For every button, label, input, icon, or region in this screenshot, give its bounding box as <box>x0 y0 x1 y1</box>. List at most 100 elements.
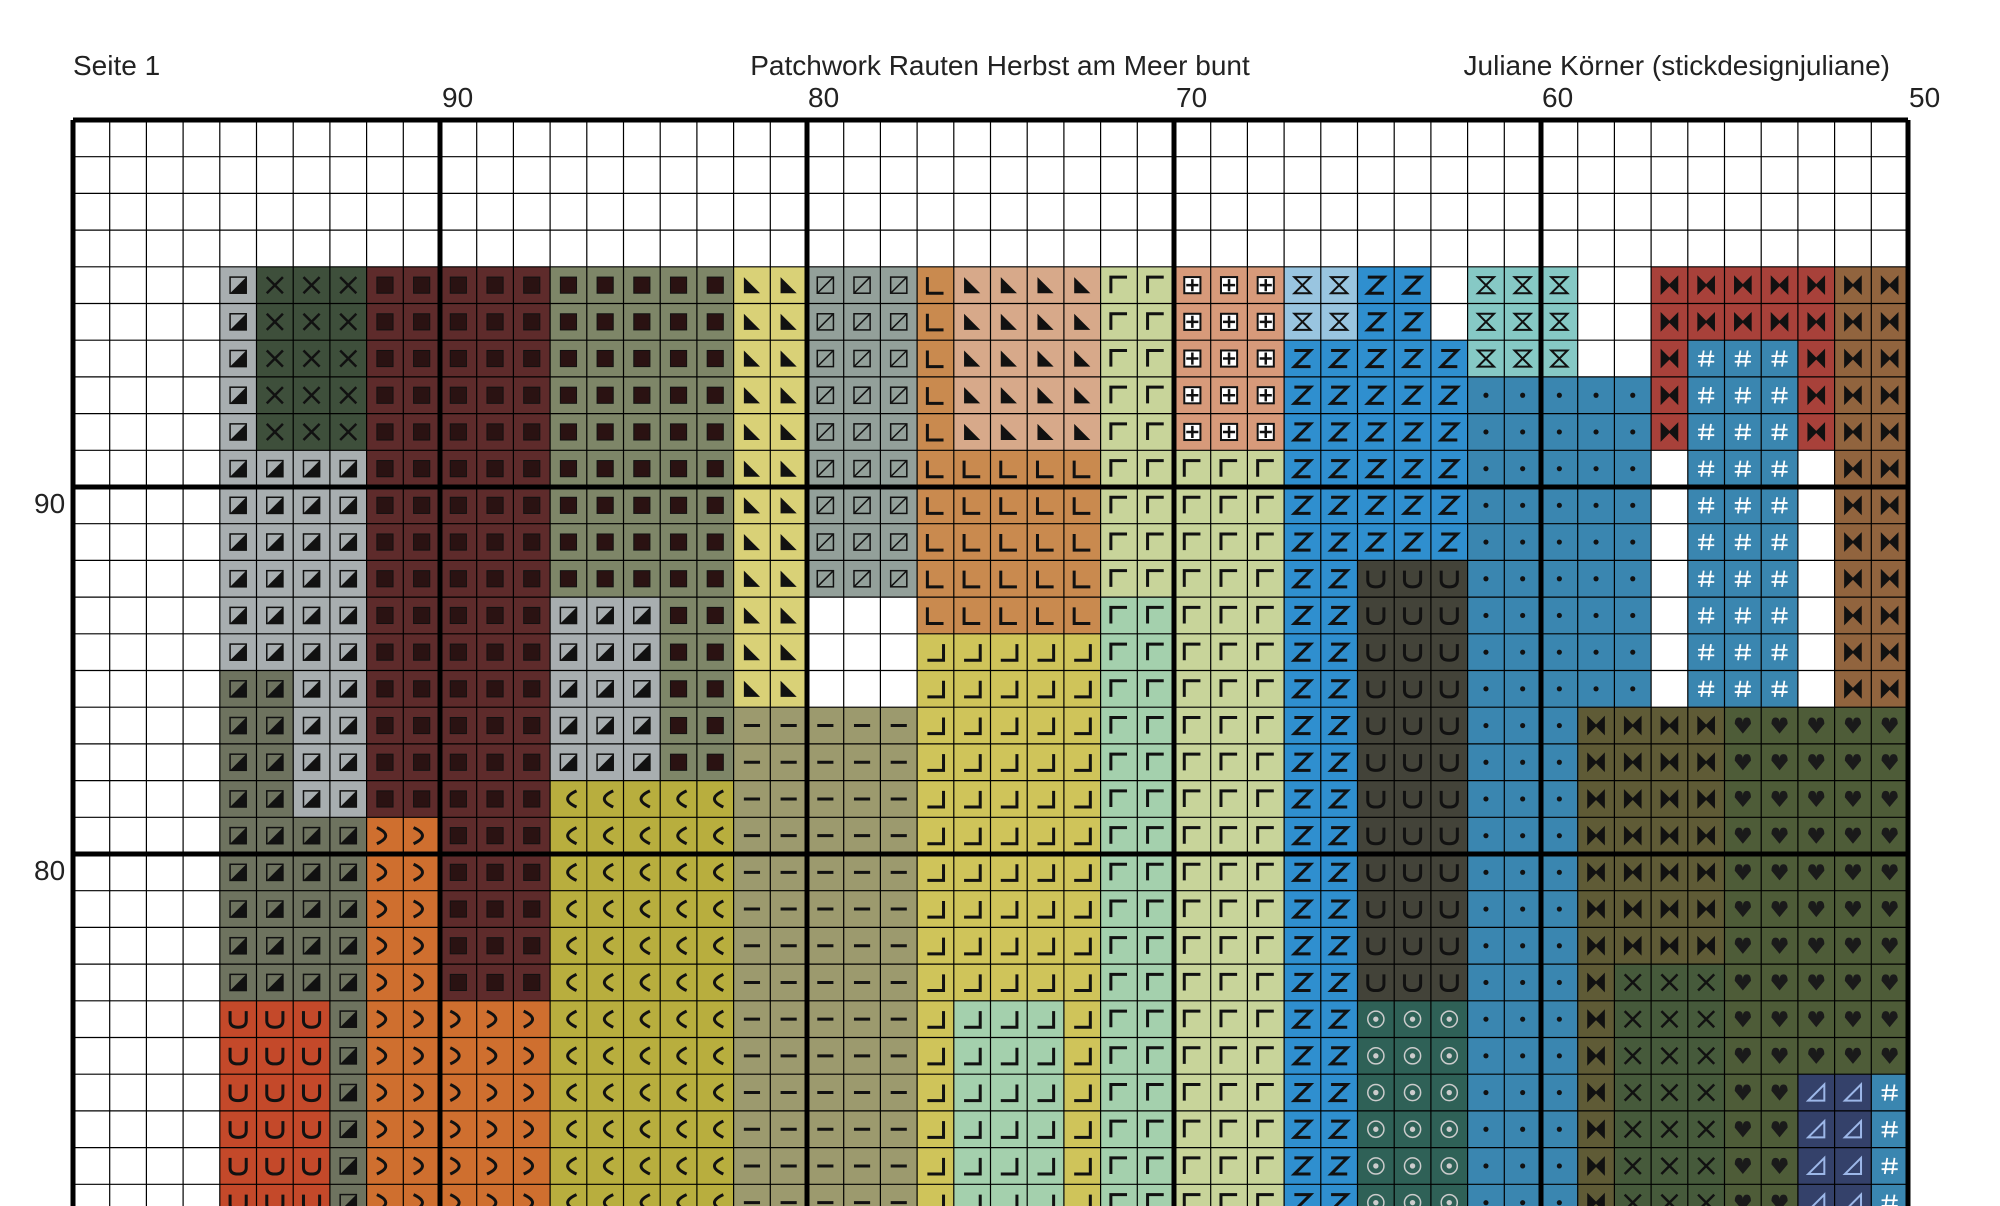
stitch-cell <box>807 1074 844 1111</box>
stitch-cell <box>1320 560 1358 598</box>
stitch-cell <box>586 523 624 561</box>
stitch-cell <box>1577 523 1615 561</box>
stitch-cell <box>1357 266 1395 304</box>
stitch-cell <box>403 1074 440 1111</box>
stitch-cell <box>329 964 367 1001</box>
stitch-cell <box>1357 1110 1395 1148</box>
stitch-cell <box>953 560 991 598</box>
stitch-cell <box>1100 854 1138 891</box>
stitch-cell <box>513 707 551 744</box>
stitch-cell <box>1687 1110 1725 1148</box>
stitch-cell <box>1320 266 1358 304</box>
stitch-cell <box>1430 670 1468 708</box>
stitch-cell <box>1834 854 1872 891</box>
stitch-cell <box>219 450 257 487</box>
stitch-cell <box>1137 780 1174 818</box>
stitch-cell <box>1210 927 1248 965</box>
stitch-cell <box>219 1074 257 1111</box>
stitch-cell <box>1577 560 1615 598</box>
stitch-cell <box>293 817 330 854</box>
stitch-cell <box>256 633 294 671</box>
stitch-cells <box>219 266 1908 1206</box>
stitch-cell <box>990 523 1028 561</box>
designer-credit: Juliane Körner (stickdesignjuliane) <box>1463 50 1890 81</box>
stitch-cell <box>1430 376 1468 414</box>
stitch-cell <box>1174 670 1211 708</box>
stitch-cell <box>1137 487 1174 524</box>
stitch-cell <box>1871 266 1908 304</box>
stitch-cell <box>1467 340 1505 377</box>
stitch-cell <box>623 890 661 928</box>
stitch-cell <box>1357 780 1395 818</box>
stitch-cell <box>513 597 551 634</box>
stitch-cell <box>1284 670 1321 708</box>
stitch-cell <box>293 487 330 524</box>
stitch-cell <box>256 266 294 304</box>
stitch-cell <box>403 927 440 965</box>
stitch-cell <box>329 340 367 377</box>
stitch-cell <box>1357 854 1395 891</box>
stitch-cell <box>1467 597 1505 634</box>
stitch-cell <box>366 376 404 414</box>
stitch-cell <box>550 890 587 928</box>
stitch-cell <box>696 817 734 854</box>
stitch-cell <box>733 523 771 561</box>
stitch-cell <box>1504 266 1541 304</box>
stitch-cell <box>1577 964 1615 1001</box>
stitch-cell <box>1210 303 1248 341</box>
stitch-cell <box>733 1110 771 1148</box>
stitch-cell <box>1137 1037 1174 1075</box>
stitch-cell <box>219 303 257 341</box>
stitch-cell <box>953 266 991 304</box>
stitch-cell <box>807 340 844 377</box>
stitch-cell <box>733 964 771 1001</box>
stitch-cell <box>623 854 661 891</box>
stitch-cell <box>256 743 294 781</box>
stitch-cell <box>293 1037 330 1075</box>
stitch-cell <box>1577 1000 1615 1038</box>
stitch-cell <box>660 597 697 634</box>
stitch-cell <box>733 1184 771 1206</box>
stitch-cell <box>917 707 954 744</box>
stitch-cell <box>1614 927 1652 965</box>
stitch-cell <box>917 1000 954 1038</box>
stitch-cell <box>843 1000 881 1038</box>
stitch-cell <box>1027 413 1064 451</box>
stitch-cell <box>880 1037 918 1075</box>
stitch-cell <box>1467 303 1505 341</box>
stitch-cell <box>1724 633 1762 671</box>
stitch-cell <box>403 964 440 1001</box>
stitch-cell <box>953 1147 991 1185</box>
stitch-cell <box>917 927 954 965</box>
stitch-cell <box>1100 633 1138 671</box>
stitch-cell <box>1541 743 1578 781</box>
stitch-cell <box>1614 376 1652 414</box>
stitch-cell <box>696 670 734 708</box>
stitch-cell <box>1687 450 1725 487</box>
stitch-cell <box>1797 1184 1835 1206</box>
chart-title: Patchwork Rauten Herbst am Meer bunt <box>750 50 1250 81</box>
stitch-cell <box>550 303 587 341</box>
stitch-cell <box>880 266 918 304</box>
stitch-cell <box>1247 266 1285 304</box>
stitch-cell <box>1394 266 1431 304</box>
stitch-cell <box>403 1147 440 1185</box>
stitch-cell <box>843 890 881 928</box>
stitch-cell <box>219 597 257 634</box>
stitch-cell <box>1834 266 1872 304</box>
stitch-cell <box>1100 927 1138 965</box>
stitch-cell <box>1320 1110 1358 1148</box>
stitch-cell <box>1687 890 1725 928</box>
stitch-cell <box>1100 707 1138 744</box>
stitch-cell <box>623 1037 661 1075</box>
stitch-cell <box>1834 743 1872 781</box>
stitch-cell <box>1834 633 1872 671</box>
stitch-cell <box>1687 854 1725 891</box>
stitch-cell <box>219 487 257 524</box>
stitch-cell <box>1724 854 1762 891</box>
stitch-cell <box>1394 633 1431 671</box>
stitch-cell <box>293 1147 330 1185</box>
stitch-cell <box>1320 817 1358 854</box>
stitch-cell <box>1724 1000 1762 1038</box>
